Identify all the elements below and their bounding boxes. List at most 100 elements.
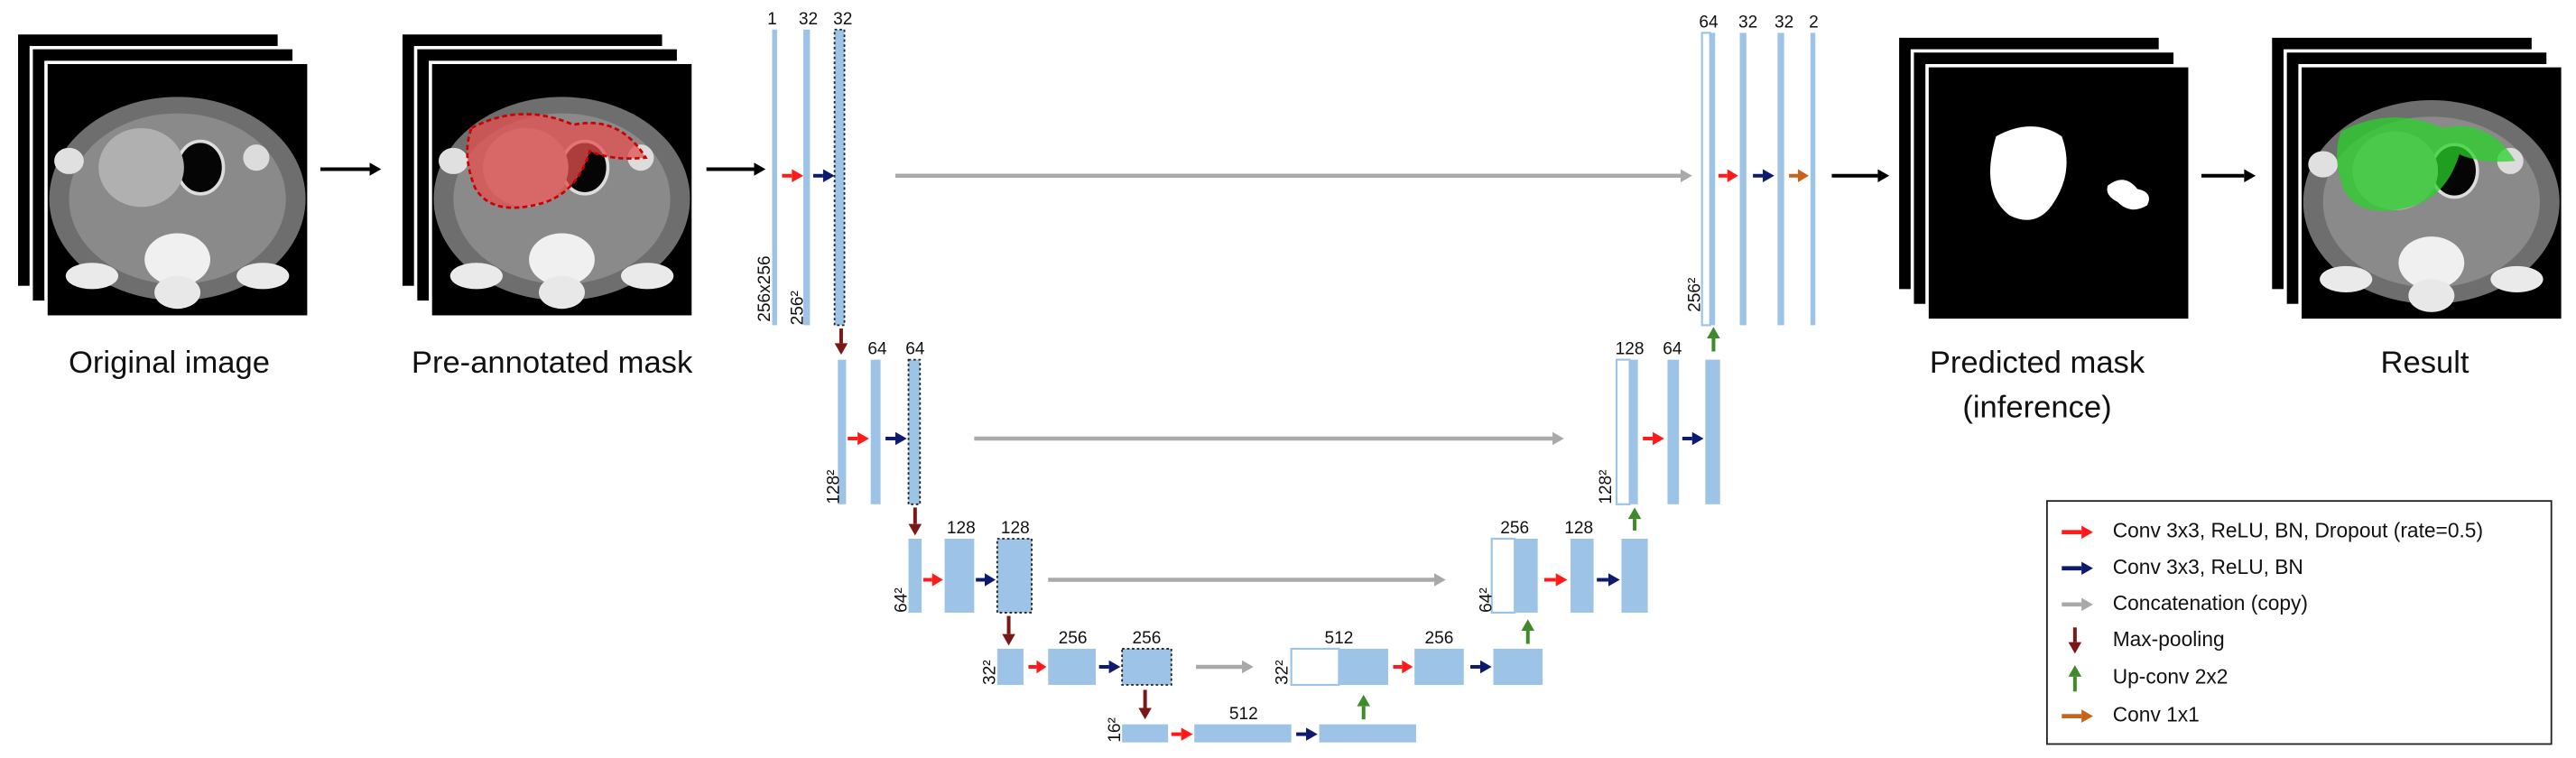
feature-map xyxy=(838,359,847,504)
feature-map xyxy=(1810,32,1816,326)
arrow-head xyxy=(2244,169,2256,183)
size-label: 32² xyxy=(1274,660,1293,685)
arrow-head xyxy=(1036,660,1047,674)
channel-label: 128 xyxy=(1001,519,1030,538)
feature-map xyxy=(1493,648,1543,686)
feature-map xyxy=(1571,539,1594,613)
arrow-head xyxy=(834,343,848,356)
arrow-head xyxy=(1877,169,1890,183)
channel-label: 64 xyxy=(905,340,925,359)
arrow-head xyxy=(792,169,804,183)
annotation xyxy=(466,113,648,209)
feature-map xyxy=(1048,648,1097,686)
arrow-head xyxy=(1552,431,1564,446)
arrow-head xyxy=(985,573,996,587)
size-label: 128² xyxy=(825,470,844,504)
arrow-head xyxy=(1653,431,1664,446)
channel-label: 512 xyxy=(1324,629,1353,648)
trachea xyxy=(175,139,226,196)
legend-label: Conv 3x3, ReLU, BN xyxy=(2113,555,2303,578)
arrow-head xyxy=(2081,525,2093,540)
spine xyxy=(2408,279,2455,312)
arrow-head xyxy=(1521,619,1535,631)
feature-map xyxy=(996,648,1024,686)
channel-label: 256 xyxy=(1059,629,1088,648)
channel-label: 256 xyxy=(1500,519,1529,538)
mask-blob xyxy=(2107,180,2150,210)
feature-map xyxy=(833,28,846,327)
arrow-head xyxy=(754,162,766,176)
feature-map xyxy=(907,358,922,505)
channel-label: 128 xyxy=(947,519,976,538)
feature-map xyxy=(1705,359,1720,504)
size-label: 32² xyxy=(981,660,1000,685)
mask-blob xyxy=(1989,126,2067,220)
arrow-head xyxy=(1002,633,1015,646)
arrow-head xyxy=(2081,709,2093,723)
arrow-head xyxy=(369,162,382,176)
arrow-head xyxy=(1242,660,1254,674)
arrow-head xyxy=(1402,660,1413,674)
channel-label: 2 xyxy=(1809,14,1819,32)
size-label: 128² xyxy=(1597,470,1616,504)
arrow-head xyxy=(2081,597,2093,612)
channel-label: 64 xyxy=(1699,14,1719,32)
spine xyxy=(2398,236,2465,290)
feature-map xyxy=(996,538,1033,614)
arrow-head xyxy=(822,169,835,183)
channel-label: 32 xyxy=(833,10,852,29)
feature-map xyxy=(944,539,975,613)
arrow-head xyxy=(931,573,943,587)
arrow-head xyxy=(1707,327,1720,338)
legend-label: Up-conv 2x2 xyxy=(2113,665,2229,689)
arrow-head xyxy=(1433,573,1446,587)
arrow-head xyxy=(1727,169,1738,183)
channel-label: 64 xyxy=(1663,340,1682,359)
channel-label: 32 xyxy=(1774,14,1793,32)
bone xyxy=(65,263,119,290)
channel-label: 64 xyxy=(867,340,887,359)
size-label: 64² xyxy=(1477,587,1496,613)
channel-label: 32 xyxy=(1738,14,1757,32)
arrow-head xyxy=(2081,561,2093,576)
feature-map xyxy=(908,539,922,613)
arrow-head xyxy=(894,431,907,446)
arrow-head xyxy=(857,431,869,446)
size-label: 256² xyxy=(1685,278,1704,312)
feature-map xyxy=(803,29,811,326)
spine xyxy=(529,233,595,286)
channel-label: 128 xyxy=(1564,519,1593,538)
legend-label: Max-pooling xyxy=(2113,627,2225,651)
legend-label: Conv 1x1 xyxy=(2113,703,2200,726)
feature-map xyxy=(1414,648,1464,686)
arrow-head xyxy=(1691,431,1704,446)
bone xyxy=(449,263,503,290)
feature-map xyxy=(1339,648,1389,686)
spine xyxy=(144,233,210,286)
gland xyxy=(98,127,184,208)
channel-label: 256 xyxy=(1133,629,1162,648)
vessel xyxy=(2308,151,2339,178)
arrow-head xyxy=(1108,660,1121,674)
arrow-head xyxy=(2068,665,2082,677)
caption: Result xyxy=(2381,346,2469,380)
bone xyxy=(236,263,290,290)
size-label: 256² xyxy=(789,291,808,325)
feature-map xyxy=(1710,32,1716,326)
arrow-head xyxy=(908,523,922,536)
bone xyxy=(2320,265,2373,292)
legend-box xyxy=(2046,500,2553,745)
arrow-head xyxy=(2068,642,2082,654)
vessel xyxy=(54,147,84,174)
channel-label: 128 xyxy=(1616,340,1645,359)
arrow-head xyxy=(1181,727,1193,741)
vessel xyxy=(438,147,468,174)
arrow-head xyxy=(1681,169,1692,183)
feature-map xyxy=(1121,648,1172,686)
channel-label: 256 xyxy=(1425,629,1454,648)
feature-map xyxy=(1515,539,1538,613)
vessel xyxy=(243,144,270,171)
arrow-head xyxy=(1555,573,1568,587)
